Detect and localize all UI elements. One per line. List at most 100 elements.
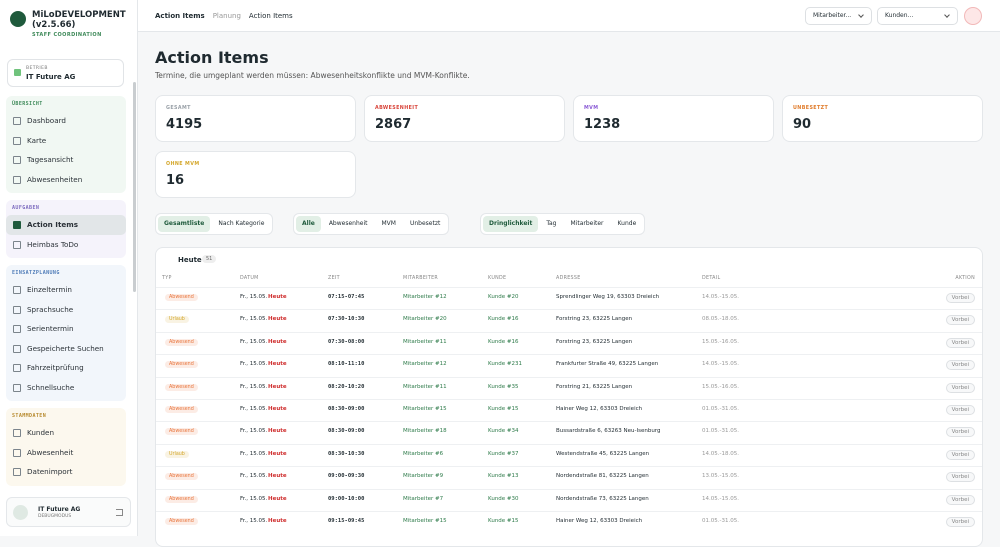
customer[interactable]: Kunde #35 — [488, 383, 519, 390]
employee[interactable]: Mitarbeiter #11 — [403, 338, 447, 345]
employee[interactable]: Mitarbeiter #7 — [403, 495, 444, 502]
action-button[interactable]: Vorbei — [945, 517, 975, 527]
address: Bussardstraße 6, 63263 Neu-Isenburg — [556, 428, 661, 435]
customer[interactable]: Kunde #34 — [488, 428, 519, 435]
employee[interactable]: Mitarbeiter #6 — [403, 450, 444, 457]
org-select[interactable]: BETRIEB IT Future AG — [7, 59, 124, 87]
breadcrumb-item: Action Items — [248, 12, 293, 20]
logo — [10, 11, 26, 27]
action-button[interactable]: Vorbei — [945, 449, 975, 460]
time: 07:15-07:45 — [328, 294, 365, 300]
action-button[interactable]: Vorbei — [945, 293, 975, 303]
day-label: Heute — [268, 383, 287, 390]
sort-tabs-button[interactable]: Dringlichkeit — [483, 216, 539, 232]
day-label: Heute — [268, 294, 287, 300]
employee-select[interactable]: Mitarbeiter... — [805, 7, 872, 25]
nav-item[interactable]: Abwesenheiten — [6, 170, 126, 190]
customer[interactable]: Kunde #20 — [488, 294, 519, 300]
stat-card: OHNE MVM 16 — [155, 151, 356, 198]
body: MiLoDEVELOPMENT (v2.5.66) STAFF COORDINA… — [0, 0, 1000, 536]
date: Fr., 15.05. — [240, 294, 268, 300]
action-button[interactable]: Vorbei — [945, 494, 975, 505]
customer[interactable]: Kunde #15 — [488, 406, 519, 412]
filter-tabs-button[interactable]: Alle — [296, 216, 321, 232]
column-header: KUNDE — [488, 276, 507, 281]
row-divider — [156, 376, 982, 378]
employee[interactable]: Mitarbeiter #9 — [403, 473, 444, 480]
view-tabs-button[interactable]: Gesamtliste — [158, 216, 211, 232]
nav-section-title: ÜBERSICHT — [12, 101, 43, 107]
customer[interactable]: Kunde #37 — [488, 450, 519, 457]
time: 07:30-08:00 — [328, 338, 365, 345]
action-button[interactable]: Vorbei — [945, 427, 975, 438]
nav-item[interactable]: Karte — [6, 131, 126, 151]
nav-item[interactable]: Heimbas ToDo — [6, 235, 126, 255]
nav-section-title: EINSATZPLANUNG — [12, 270, 60, 276]
nav-item[interactable]: Kunden — [6, 423, 126, 443]
nav-item[interactable]: Abwesenheit — [6, 443, 126, 463]
action-button[interactable]: Vorbei — [945, 337, 975, 348]
type-badge: Abwesend — [165, 495, 198, 503]
sidebar: MiLoDEVELOPMENT (v2.5.66) STAFF COORDINA… — [0, 0, 138, 536]
nav-item[interactable]: Datenimport — [6, 462, 126, 482]
nav-item[interactable]: Dashboard — [6, 111, 126, 131]
topbar: Action Items Planung Action Items Mitarbei… — [138, 0, 1000, 32]
stat-card: GESAMT 4195 — [155, 95, 356, 142]
address: Forstring 21, 63225 Langen — [556, 383, 633, 390]
logout[interactable] — [116, 509, 123, 516]
nav-section: AUFGABEN Action Items Heimbas ToDo — [6, 200, 126, 258]
nav-section-title: AUFGABEN — [12, 205, 40, 211]
employee[interactable]: Mitarbeiter #15 — [403, 518, 447, 524]
customer[interactable]: Kunde #15 — [488, 518, 519, 524]
employee[interactable]: Mitarbeiter #12 — [403, 361, 447, 368]
row-divider — [156, 331, 982, 333]
filter-tabs-button[interactable]: Unbesetzt — [409, 220, 441, 227]
type-badge: Abwesend — [165, 361, 198, 369]
nav-item[interactable]: Sprachsuche — [6, 300, 126, 320]
breadcrumb-item[interactable]: Action Items — [155, 12, 205, 20]
day-label: Heute — [268, 495, 287, 502]
date: Fr., 15.05. — [240, 518, 268, 524]
org-name: IT Future AG — [26, 73, 76, 81]
detail: 01.05.-31.05. — [702, 518, 739, 524]
scrollbar[interactable] — [133, 82, 136, 292]
customer[interactable]: Kunde #231 — [488, 361, 523, 368]
avatar — [13, 505, 28, 520]
nav-item[interactable]: Tagesansicht — [6, 150, 126, 170]
customer[interactable]: Kunde #16 — [488, 316, 519, 323]
nav-item[interactable]: Gespeicherte Suchen — [6, 339, 126, 359]
employee[interactable]: Mitarbeiter #11 — [403, 383, 447, 390]
column-header: ZEIT — [328, 276, 340, 281]
settings-button[interactable] — [964, 7, 982, 25]
action-button[interactable]: Vorbei — [945, 382, 975, 393]
action-button[interactable]: Vorbei — [945, 315, 975, 326]
nav-item[interactable]: Serientermin — [6, 319, 126, 339]
employee[interactable]: Mitarbeiter #20 — [403, 316, 447, 323]
employee[interactable]: Mitarbeiter #12 — [403, 294, 447, 300]
customer[interactable]: Kunde #13 — [488, 473, 519, 480]
nav-item[interactable]: Einzeltermin — [6, 280, 126, 300]
customer[interactable]: Kunde #30 — [488, 495, 519, 502]
action-button[interactable]: Vorbei — [945, 360, 975, 371]
time: 08:30-09:00 — [328, 406, 365, 412]
view-tabs-button[interactable]: Nach Kategorie — [218, 220, 265, 227]
action-button[interactable]: Vorbei — [945, 472, 975, 483]
employee[interactable]: Mitarbeiter #15 — [403, 406, 447, 412]
action-button[interactable]: Vorbei — [945, 405, 975, 415]
nav-item[interactable]: Action Items — [6, 215, 126, 235]
customer-select[interactable]: Kunden... — [877, 7, 958, 25]
employee[interactable]: Mitarbeiter #18 — [403, 428, 447, 435]
type-badge: Abwesend — [165, 294, 198, 301]
sort-tabs-button[interactable]: Mitarbeiter — [570, 220, 604, 227]
day-label: Heute — [268, 406, 287, 412]
nav-item[interactable]: Schnellsuche — [6, 378, 126, 398]
detail: 15.05.-16.05. — [702, 383, 739, 390]
sort-tabs-button[interactable]: Kunde — [617, 220, 637, 227]
breadcrumb-item[interactable]: Planung — [212, 12, 241, 20]
detail: 14.05.-15.05. — [702, 361, 739, 368]
filter-tabs-button[interactable]: MVM — [381, 220, 396, 227]
filter-tabs-button[interactable]: Abwesenheit — [328, 220, 368, 227]
customer[interactable]: Kunde #16 — [488, 338, 519, 345]
nav-item[interactable]: Fahrzeitprüfung — [6, 358, 126, 378]
sort-tabs-button[interactable]: Tag — [546, 220, 557, 227]
